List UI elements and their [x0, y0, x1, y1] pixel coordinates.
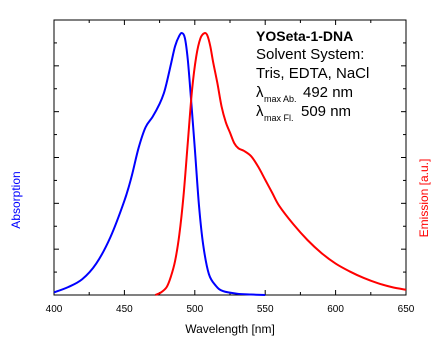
lambda-abs-subscript: max Ab.: [264, 94, 297, 104]
x-tick-label: 550: [257, 304, 274, 315]
annotation-title: YOSeta-1-DNA: [256, 28, 353, 44]
lambda-fl-symbol: λ: [256, 103, 264, 120]
lambda-abs-symbol: λ: [256, 84, 264, 101]
absorption-curve: [53, 31, 266, 296]
x-tick-label: 650: [398, 304, 415, 315]
y-axis-label-left: Absorption: [9, 171, 23, 228]
emission-curve: [154, 31, 407, 296]
x-tick-label: 500: [186, 304, 203, 315]
annotation-box: YOSeta-1-DNA Solvent System: Tris, EDTA,…: [256, 28, 369, 123]
x-tick-label: 600: [327, 304, 344, 315]
lambda-fl-value: 509 nm: [301, 103, 351, 120]
annotation-line2: Tris, EDTA, NaCl: [256, 65, 369, 82]
annotation-line1: Solvent System:: [256, 46, 364, 63]
lambda-abs-value: 492 nm: [303, 84, 353, 101]
y-ticks: [54, 42, 406, 273]
x-ticks: [53, 20, 407, 295]
x-tick-label: 450: [116, 304, 133, 315]
y-axis-label-right: Emission [a.u.]: [417, 159, 431, 238]
series-group: [53, 31, 407, 296]
lambda-fl-subscript: max Fl.: [264, 113, 294, 123]
x-tick-label: 400: [46, 304, 63, 315]
x-tick-labels: 400 450 500 550 600 650: [46, 304, 415, 315]
x-axis-label: Wavelength [nm]: [185, 322, 275, 336]
